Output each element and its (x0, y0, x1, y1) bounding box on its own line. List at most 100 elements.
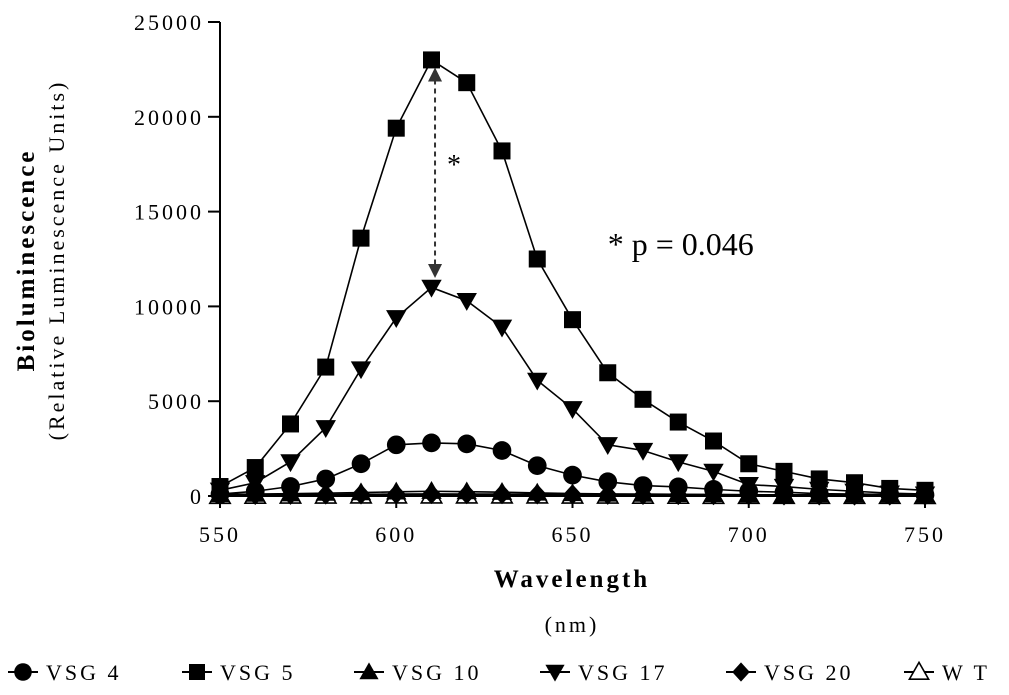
legend-entry: VSG 4 (8, 660, 122, 685)
data-point (422, 433, 441, 453)
annotation-p-value: * p = 0.046 (608, 226, 754, 262)
data-point (457, 434, 477, 454)
x-tick-label: 550 (199, 522, 241, 547)
data-point (423, 51, 440, 69)
data-point (634, 390, 652, 408)
data-point (598, 472, 618, 492)
data-point (668, 477, 688, 497)
annotation-arrow-head-bottom (428, 263, 443, 278)
y-tick-label: 10000 (134, 294, 204, 319)
legend-label: W T (942, 660, 990, 685)
x-tick-label: 700 (728, 522, 770, 547)
data-point (421, 279, 442, 298)
legend-label: VSG 17 (578, 660, 668, 685)
y-tick-label: 0 (190, 484, 204, 509)
x-tick-label: 750 (904, 522, 946, 547)
data-point (421, 481, 442, 499)
data-point (387, 119, 405, 137)
legend-entry: VSG 20 (726, 660, 854, 685)
data-point (562, 401, 583, 419)
data-point (281, 477, 300, 496)
data-point (315, 482, 336, 501)
annotation-star: * (447, 150, 461, 181)
data-point (246, 459, 264, 477)
data-point (669, 413, 687, 431)
legend: VSG 4 VSG 5 VSG 10 VSG 17 VSG 20 W T (8, 660, 990, 685)
legend-entry: W T (904, 660, 990, 685)
data-point (564, 311, 581, 329)
annotations: * p = 0.046 * (428, 67, 754, 278)
data-point (528, 250, 546, 268)
data-point (316, 469, 336, 489)
data-point (740, 455, 758, 473)
data-point (597, 483, 618, 502)
data-point (386, 310, 407, 328)
data-point (775, 462, 793, 480)
data-point (386, 481, 407, 500)
data-point (350, 482, 372, 501)
data-point (493, 142, 511, 160)
series-vsg-4 (210, 433, 935, 505)
legend-entry: VSG 17 (540, 660, 668, 685)
data-point (456, 481, 477, 500)
data-point (562, 483, 583, 502)
legend-label: VSG 5 (220, 660, 296, 685)
data-point (527, 482, 548, 501)
data-point (773, 478, 795, 497)
legend-label: VSG 4 (46, 660, 122, 685)
data-point (633, 476, 653, 495)
series-vsg-17 (209, 279, 936, 505)
data-point (492, 441, 512, 460)
data-point (351, 454, 371, 474)
data-point (738, 476, 759, 495)
data-point (211, 478, 229, 496)
data-point (846, 474, 863, 492)
x-tick-label: 600 (375, 522, 417, 547)
data-point (317, 358, 335, 376)
legend-marker (908, 660, 930, 681)
legend-marker (189, 664, 205, 680)
data-point (491, 319, 513, 338)
y-tick-label: 15000 (134, 200, 204, 225)
data-point (527, 456, 547, 476)
y-tick-label: 25000 (134, 10, 204, 35)
data-point (563, 465, 582, 485)
data-point (881, 479, 899, 497)
legend-marker (545, 664, 565, 682)
data-point (597, 437, 618, 456)
legend-entry: VSG 10 (354, 660, 482, 685)
data-point (599, 364, 617, 382)
y-tick-label: 5000 (148, 389, 204, 414)
data-point (632, 442, 654, 461)
data-point (668, 454, 689, 473)
data-point (352, 229, 370, 247)
data-point (527, 372, 548, 391)
legend-entry: VSG 5 (182, 660, 296, 685)
data-point (315, 420, 336, 438)
data-point (705, 432, 722, 450)
series-vsg-5 (211, 51, 934, 499)
data-point (456, 293, 477, 311)
data-point (704, 480, 723, 499)
data-point (703, 463, 724, 482)
data-point (386, 435, 406, 455)
y-axis-subtitle: (Relative Luminescence Units) (44, 80, 69, 441)
annotation-arrow-head-top (428, 67, 443, 82)
x-axis-title: Wavelength (494, 566, 650, 593)
axes: 0 5000 10000 15000 20000 25000 550 600 650 700 750 (134, 10, 946, 547)
series-layer (208, 51, 937, 506)
legend-label: VSG 10 (392, 660, 482, 685)
legend-marker (732, 662, 750, 682)
data-point (245, 475, 266, 493)
legend-marker (359, 662, 379, 680)
data-point (916, 481, 934, 499)
data-point (458, 74, 476, 92)
legend-marker (14, 663, 32, 681)
x-axis-subtitle: (nm) (545, 612, 600, 637)
legend-label: VSG 20 (764, 660, 854, 685)
y-tick-label: 20000 (134, 105, 204, 130)
y-axis-title: Bioluminescence (13, 149, 40, 372)
data-point (280, 454, 301, 473)
data-point (491, 482, 513, 500)
